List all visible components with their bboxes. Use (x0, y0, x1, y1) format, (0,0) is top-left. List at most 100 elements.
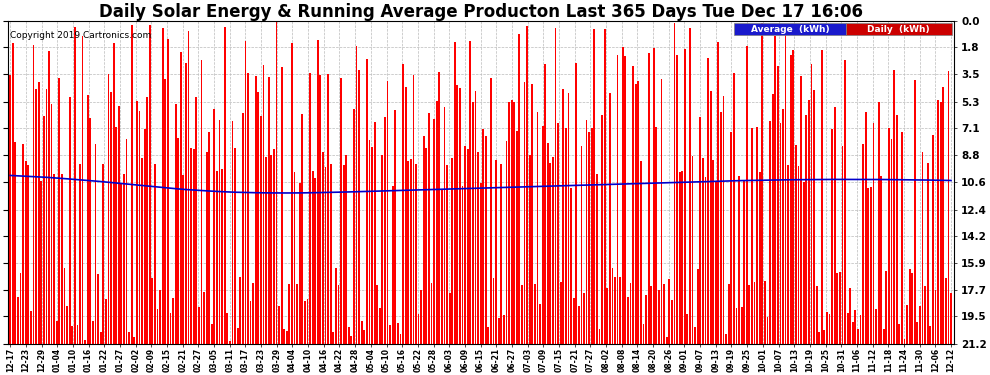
Bar (805, 115, 807, 344)
Bar (41, 182, 43, 344)
Bar (666, 338, 667, 344)
Title: Daily Solar Energy & Running Average Producton Last 365 Days Tue Dec 17 16:06: Daily Solar Energy & Running Average Pro… (99, 3, 862, 21)
Bar (320, 75, 322, 344)
Bar (580, 146, 582, 344)
Bar (832, 129, 833, 344)
Bar (485, 136, 487, 344)
Bar (883, 329, 885, 344)
Bar (240, 277, 242, 344)
Bar (673, 23, 675, 344)
Bar (229, 341, 231, 344)
Bar (640, 161, 642, 344)
Bar (743, 181, 745, 344)
Bar (275, 22, 277, 344)
Bar (718, 42, 720, 344)
Bar (751, 128, 752, 344)
Bar (699, 117, 701, 344)
Bar (219, 120, 221, 344)
Bar (643, 324, 644, 344)
Bar (164, 79, 166, 344)
Bar (400, 334, 401, 344)
Bar (898, 324, 900, 344)
Bar (436, 101, 438, 344)
Bar (79, 164, 81, 344)
Bar (950, 292, 952, 344)
Bar (596, 174, 598, 344)
Bar (182, 175, 184, 344)
Bar (108, 74, 109, 344)
Bar (655, 128, 657, 344)
Bar (177, 138, 179, 344)
Bar (859, 315, 861, 344)
Bar (633, 66, 634, 344)
Bar (43, 116, 45, 344)
Bar (513, 102, 515, 344)
Bar (9, 75, 11, 344)
Bar (733, 73, 735, 344)
Bar (508, 102, 510, 344)
Bar (534, 284, 536, 344)
Bar (389, 325, 391, 344)
Bar (647, 53, 649, 344)
Bar (851, 322, 853, 344)
Bar (917, 322, 919, 344)
Bar (516, 131, 518, 344)
Bar (728, 284, 730, 344)
Bar (151, 278, 153, 344)
Bar (82, 36, 83, 344)
Bar (562, 90, 564, 344)
Bar (102, 164, 104, 344)
Bar (575, 63, 577, 344)
Bar (286, 331, 288, 344)
Bar (922, 152, 924, 344)
Bar (559, 282, 561, 344)
Bar (697, 269, 699, 344)
Bar (537, 112, 539, 344)
Text: Average  (kWh): Average (kWh) (750, 25, 830, 34)
Bar (927, 163, 929, 344)
Bar (405, 87, 407, 344)
Bar (785, 27, 786, 344)
Bar (546, 143, 548, 344)
Bar (314, 178, 316, 344)
Bar (474, 91, 476, 344)
Bar (681, 171, 683, 344)
Bar (159, 290, 161, 344)
Bar (397, 323, 399, 344)
Bar (745, 46, 747, 344)
Bar (402, 64, 404, 344)
Bar (872, 123, 874, 344)
Bar (739, 177, 740, 344)
Bar (273, 149, 275, 344)
Bar (500, 164, 502, 344)
Bar (498, 318, 500, 344)
Bar (84, 340, 86, 344)
Bar (154, 164, 155, 344)
Bar (663, 284, 665, 344)
Bar (139, 111, 141, 344)
Bar (224, 27, 226, 344)
Bar (330, 164, 332, 344)
Bar (888, 128, 890, 344)
Bar (216, 171, 218, 344)
Bar (676, 55, 678, 344)
Bar (328, 74, 329, 344)
Bar (472, 102, 474, 344)
Bar (358, 70, 360, 344)
Bar (524, 82, 526, 344)
Bar (620, 277, 621, 344)
Bar (878, 102, 879, 344)
Bar (606, 288, 608, 344)
Bar (262, 64, 264, 344)
Bar (777, 66, 779, 344)
Bar (511, 100, 513, 344)
Bar (418, 314, 420, 344)
Bar (423, 136, 425, 344)
Bar (379, 308, 381, 344)
Bar (66, 306, 68, 344)
FancyBboxPatch shape (735, 23, 845, 36)
Bar (374, 122, 375, 344)
Bar (766, 316, 768, 344)
Bar (335, 268, 337, 344)
Bar (880, 176, 882, 344)
